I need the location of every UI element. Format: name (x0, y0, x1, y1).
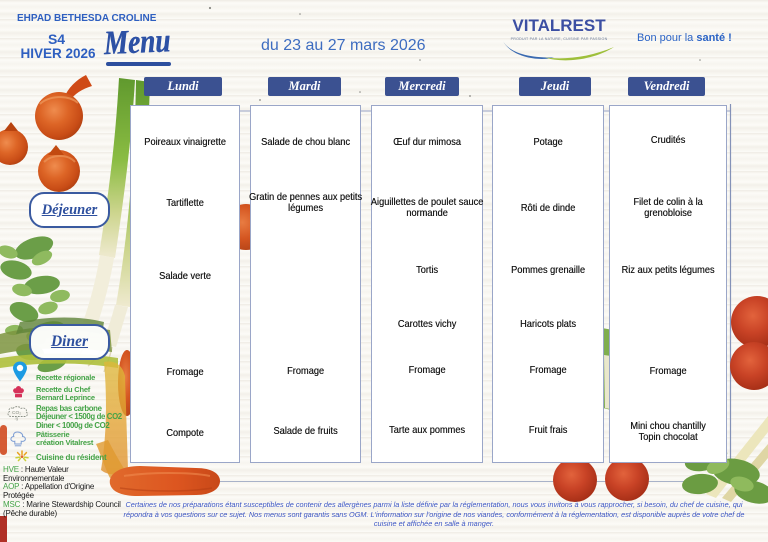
svg-text:CO₂: CO₂ (12, 410, 21, 416)
svg-text:↓g: ↓g (14, 416, 18, 421)
